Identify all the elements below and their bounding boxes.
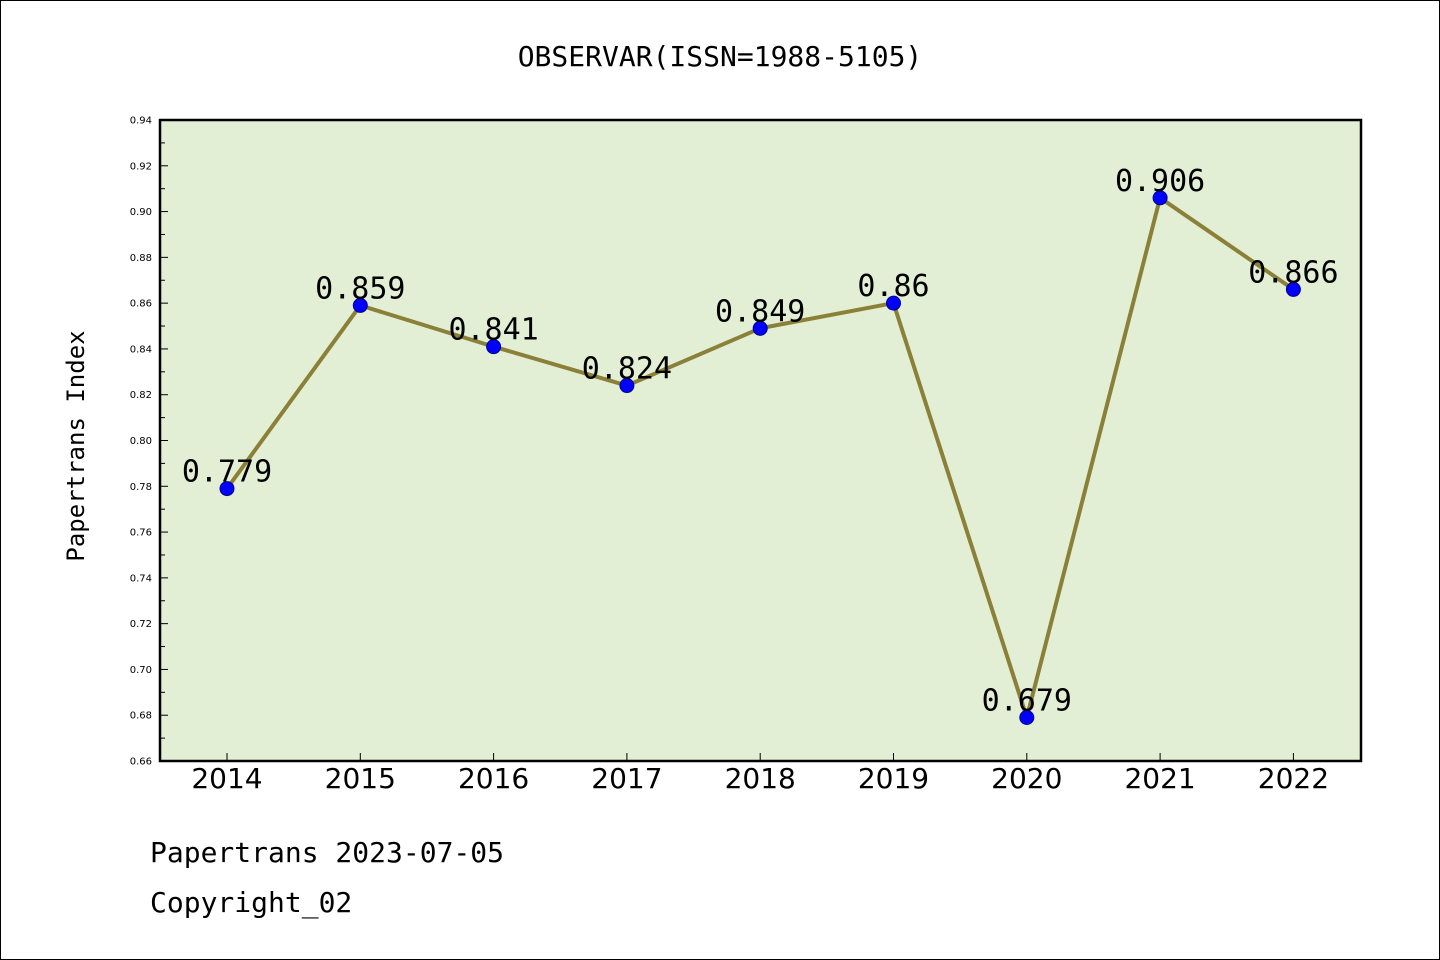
x-tick-label: 2017 <box>591 762 662 795</box>
y-tick-label: 0.66 <box>130 757 152 768</box>
data-label: 0.906 <box>1115 164 1205 199</box>
data-points <box>219 190 1301 726</box>
data-label: 0.824 <box>582 352 672 387</box>
x-tick-label: 2020 <box>991 762 1062 795</box>
data-point <box>1152 190 1168 206</box>
x-tick-label: 2019 <box>858 762 929 795</box>
x-tick-label: 2015 <box>325 762 396 795</box>
data-point <box>1019 710 1035 726</box>
data-point <box>1285 281 1301 297</box>
data-point <box>886 295 901 311</box>
y-tick-label: 0.70 <box>130 665 152 676</box>
y-tick-label: 0.74 <box>130 573 152 584</box>
y-tick-label: 0.72 <box>130 619 152 630</box>
x-tick-label: 2021 <box>1124 762 1195 795</box>
data-label: 0.841 <box>448 313 538 348</box>
y-tick-label: 0.86 <box>130 299 152 310</box>
x-tick-label: 2022 <box>1258 762 1329 795</box>
data-label: 0.779 <box>182 455 272 490</box>
axis-ticks: 0.66 0.68 0.70 0.72 0.74 0.76 0.78 0.80 0.82 0.84… <box>130 116 1329 796</box>
data-point <box>752 320 768 336</box>
x-tick-label: 2016 <box>458 762 529 795</box>
footer-source: Papertrans 2023-07-05 <box>150 836 505 869</box>
y-tick-label: 0.80 <box>130 436 152 447</box>
data-labels: 0.779 0.859 0.841 0.824 0.849 0.86 0.679 0.906 0… <box>182 164 1339 719</box>
y-tick-label: 0.78 <box>130 482 152 493</box>
data-label: 0.86 <box>857 269 929 304</box>
y-tick-label: 0.92 <box>130 161 152 172</box>
data-point <box>619 378 635 394</box>
y-tick-label: 0.90 <box>130 207 152 218</box>
y-tick-label: 0.94 <box>130 116 152 127</box>
y-axis-label: Papertrans Index <box>62 330 90 561</box>
y-tick-label: 0.88 <box>130 253 152 264</box>
x-tick-label: 2014 <box>191 762 262 795</box>
plot-area <box>160 120 1361 761</box>
x-tick-label: 2018 <box>725 762 796 795</box>
data-point <box>486 339 502 355</box>
footer-copyright: Copyright_02 <box>150 886 353 919</box>
chart-title: OBSERVAR(ISSN=1988-5105) <box>518 40 923 73</box>
data-label: 0.679 <box>982 684 1072 719</box>
data-label: 0.859 <box>315 271 405 306</box>
data-point <box>219 481 235 497</box>
data-label: 0.866 <box>1248 255 1338 290</box>
data-point <box>352 297 368 313</box>
plot-border <box>158 118 1363 763</box>
y-tick-label: 0.82 <box>130 390 152 401</box>
data-label: 0.849 <box>715 294 805 329</box>
y-tick-label: 0.76 <box>130 528 152 539</box>
y-tick-label: 0.84 <box>130 344 152 355</box>
y-tick-label: 0.68 <box>130 711 152 722</box>
